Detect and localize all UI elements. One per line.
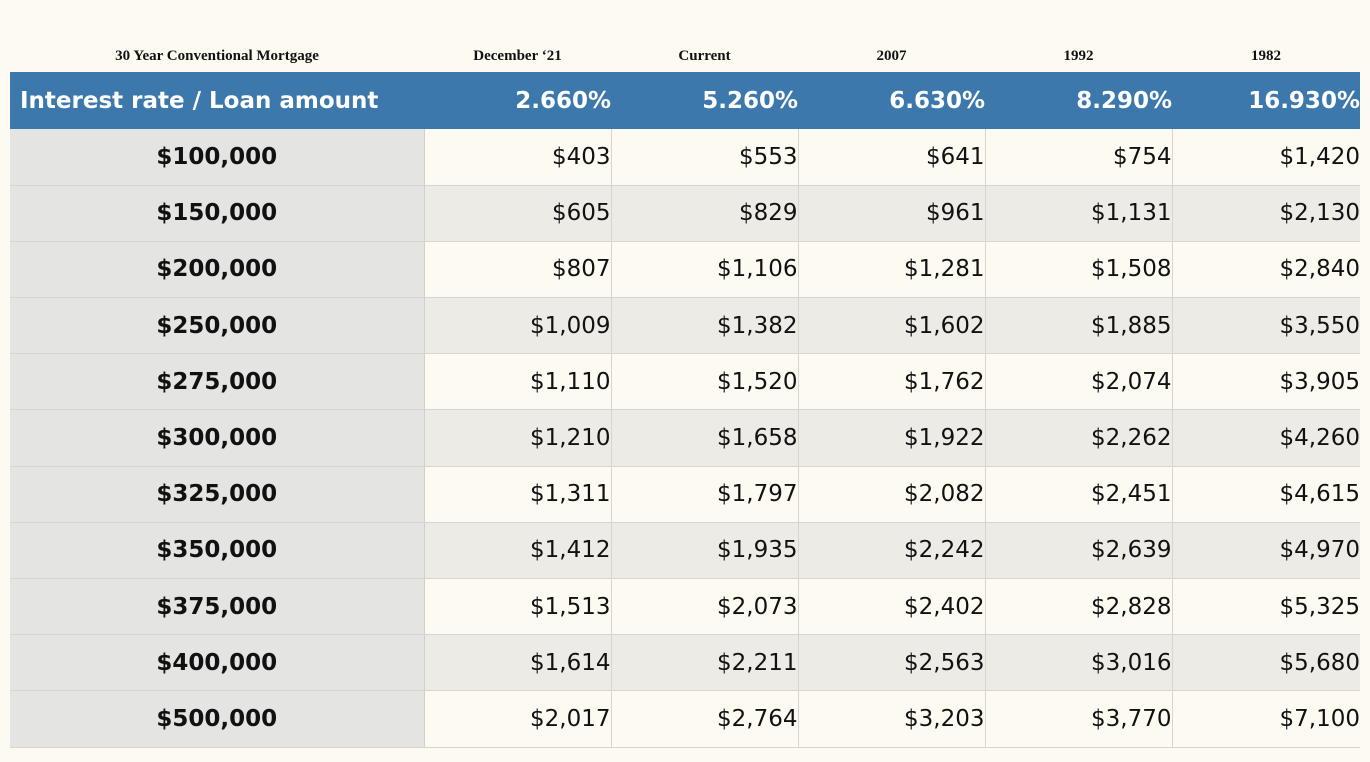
payment-cell-december-21: $1,110 <box>424 353 612 411</box>
payment-cell-current: $553 <box>611 129 799 186</box>
payment-cell-1982: $2,840 <box>1172 241 1360 299</box>
table-row: $400,000 $1,614 $2,211 $2,563 $3,016 $5,680 <box>10 634 1360 692</box>
payment-cell-1982: $1,420 <box>1172 129 1360 186</box>
payment-cell-2007: $1,922 <box>798 409 986 467</box>
loan-amount-cell: $375,000 <box>10 578 425 636</box>
payment-cell-december-21: $2,017 <box>424 690 612 748</box>
payment-cell-current: $1,935 <box>611 522 799 580</box>
payment-cell-current: $829 <box>611 185 799 242</box>
payment-cell-december-21: $403 <box>424 129 612 186</box>
payment-cell-2007: $3,203 <box>798 690 986 748</box>
payment-cell-1992: $3,016 <box>985 634 1173 692</box>
payment-cell-1992: $1,885 <box>985 297 1173 355</box>
payment-cell-current: $1,520 <box>611 353 799 411</box>
payment-cell-1982: $4,970 <box>1172 522 1360 580</box>
payment-cell-1992: $3,770 <box>985 690 1173 748</box>
table-row: $250,000 $1,009 $1,382 $1,602 $1,885 $3,550 <box>10 297 1360 355</box>
payment-cell-2007: $1,762 <box>798 353 986 411</box>
header-2007: 2007 <box>876 48 907 64</box>
payment-cell-1992: $1,508 <box>985 241 1173 299</box>
rate-row-label: Interest rate / Loan amount <box>20 87 379 114</box>
loan-amount-cell: $300,000 <box>10 409 425 467</box>
payment-cell-1982: $5,680 <box>1172 634 1360 692</box>
payment-cell-1992: $2,451 <box>985 466 1173 523</box>
payment-cell-2007: $1,602 <box>798 297 986 355</box>
payment-cell-1982: $3,905 <box>1172 353 1360 411</box>
header-1992: 1992 <box>1063 48 1094 64</box>
header-title: 30 Year Conventional Mortgage <box>115 48 319 64</box>
payment-cell-2007: $1,281 <box>798 241 986 299</box>
table-row: $500,000 $2,017 $2,764 $3,203 $3,770 $7,100 <box>10 690 1360 748</box>
header-current: Current <box>678 48 731 64</box>
table-row: $150,000 $605 $829 $961 $1,131 $2,130 <box>10 185 1360 242</box>
table-body: $100,000 $403 $553 $641 $754 $1,420 $150,000 $6… <box>10 129 1360 748</box>
table-row: $300,000 $1,210 $1,658 $1,922 $2,262 $4,260 <box>10 409 1360 467</box>
payment-cell-current: $1,797 <box>611 466 799 523</box>
rate-1982: 16.930% <box>1248 87 1360 114</box>
loan-amount-cell: $150,000 <box>10 185 425 242</box>
table-row: $100,000 $403 $553 $641 $754 $1,420 <box>10 129 1360 186</box>
column-headers: 30 Year Conventional Mortgage December ‘… <box>10 40 1360 72</box>
payment-cell-2007: $641 <box>798 129 986 186</box>
payment-cell-1982: $4,615 <box>1172 466 1360 523</box>
payment-cell-december-21: $1,210 <box>424 409 612 467</box>
payment-cell-december-21: $1,412 <box>424 522 612 580</box>
payment-cell-december-21: $1,009 <box>424 297 612 355</box>
payment-cell-1992: $2,639 <box>985 522 1173 580</box>
payment-cell-1992: $1,131 <box>985 185 1173 242</box>
payment-cell-2007: $2,402 <box>798 578 986 636</box>
payment-cell-december-21: $605 <box>424 185 612 242</box>
payment-cell-1992: $754 <box>985 129 1173 186</box>
payment-cell-2007: $2,242 <box>798 522 986 580</box>
payment-cell-1992: $2,262 <box>985 409 1173 467</box>
interest-rate-row: Interest rate / Loan amount 2.660% 5.260… <box>10 72 1360 129</box>
payment-cell-1982: $5,325 <box>1172 578 1360 636</box>
table-row: $350,000 $1,412 $1,935 $2,242 $2,639 $4,970 <box>10 522 1360 580</box>
loan-amount-cell: $200,000 <box>10 241 425 299</box>
payment-cell-december-21: $1,311 <box>424 466 612 523</box>
payment-cell-1982: $2,130 <box>1172 185 1360 242</box>
payment-cell-1982: $3,550 <box>1172 297 1360 355</box>
loan-amount-cell: $275,000 <box>10 353 425 411</box>
rate-2007: 6.630% <box>889 87 985 114</box>
payment-cell-2007: $961 <box>798 185 986 242</box>
payment-cell-2007: $2,082 <box>798 466 986 523</box>
payment-cell-december-21: $807 <box>424 241 612 299</box>
payment-cell-december-21: $1,614 <box>424 634 612 692</box>
mortgage-payment-table: Interest rate / Loan amount 2.660% 5.260… <box>10 72 1360 748</box>
table-row: $375,000 $1,513 $2,073 $2,402 $2,828 $5,325 <box>10 578 1360 636</box>
loan-amount-cell: $350,000 <box>10 522 425 580</box>
payment-cell-1992: $2,828 <box>985 578 1173 636</box>
rate-1992: 8.290% <box>1076 87 1172 114</box>
payment-cell-current: $1,106 <box>611 241 799 299</box>
payment-cell-current: $1,658 <box>611 409 799 467</box>
table-row: $200,000 $807 $1,106 $1,281 $1,508 $2,840 <box>10 241 1360 299</box>
loan-amount-cell: $400,000 <box>10 634 425 692</box>
loan-amount-cell: $100,000 <box>10 129 425 186</box>
payment-cell-current: $2,211 <box>611 634 799 692</box>
table-row: $275,000 $1,110 $1,520 $1,762 $2,074 $3,905 <box>10 353 1360 411</box>
payment-cell-december-21: $1,513 <box>424 578 612 636</box>
table-row: $325,000 $1,311 $1,797 $2,082 $2,451 $4,615 <box>10 466 1360 523</box>
header-1982: 1982 <box>1251 48 1281 64</box>
payment-cell-current: $2,073 <box>611 578 799 636</box>
payment-cell-1992: $2,074 <box>985 353 1173 411</box>
payment-cell-1982: $7,100 <box>1172 690 1360 748</box>
loan-amount-cell: $325,000 <box>10 466 425 523</box>
payment-cell-1982: $4,260 <box>1172 409 1360 467</box>
loan-amount-cell: $500,000 <box>10 690 425 748</box>
payment-cell-current: $1,382 <box>611 297 799 355</box>
rate-december-21: 2.660% <box>515 87 611 114</box>
header-december-21: December ‘21 <box>473 48 562 64</box>
rate-current: 5.260% <box>702 87 798 114</box>
payment-cell-2007: $2,563 <box>798 634 986 692</box>
payment-cell-current: $2,764 <box>611 690 799 748</box>
loan-amount-cell: $250,000 <box>10 297 425 355</box>
